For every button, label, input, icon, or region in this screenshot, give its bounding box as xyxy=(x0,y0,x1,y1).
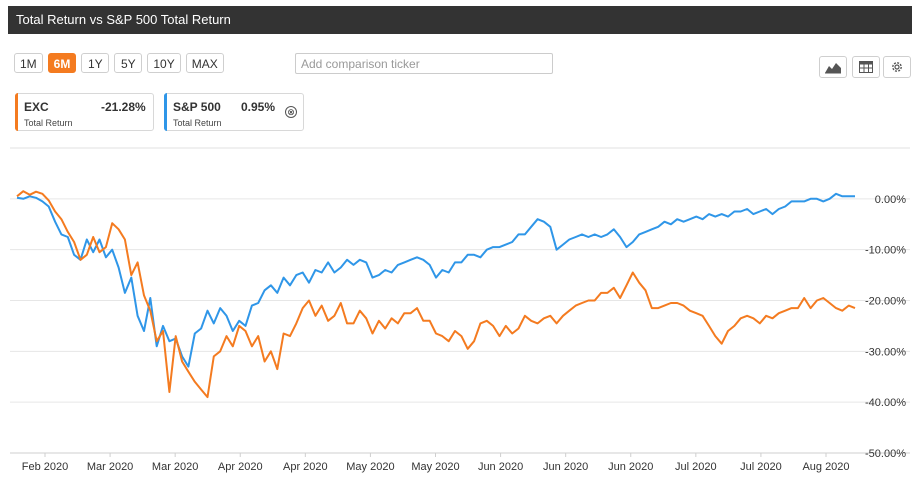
y-tick-label: -40.00% xyxy=(865,397,906,409)
chart-type-button[interactable] xyxy=(819,56,847,78)
series-line-sp500 xyxy=(16,192,855,368)
chart-title: Total Return vs S&P 500 Total Return xyxy=(16,12,231,27)
x-tick-label: Mar 2020 xyxy=(87,461,133,473)
legend-series-value: -21.28% xyxy=(101,100,146,114)
x-axis-ticks: Feb 2020 Mar 2020 Mar 2020 Apr 2020 Apr 2020… xyxy=(22,453,850,473)
legend-exc: EXC -21.28% Total Return xyxy=(15,93,154,131)
legend-color-bar xyxy=(15,93,18,131)
time-range-selector: 1M 6M 1Y 5Y 10Y MAX xyxy=(14,53,224,73)
y-tick-label: 0.00% xyxy=(875,194,906,206)
x-tick-label: Feb 2020 xyxy=(22,461,68,473)
x-tick-label: Aug 2020 xyxy=(802,461,849,473)
legend-series-subtitle: Total Return xyxy=(173,118,222,128)
legend-sp500: S&P 500 0.95% Total Return ⊗ xyxy=(164,93,304,131)
y-tick-label: -20.00% xyxy=(865,296,906,308)
y-tick-label: -30.00% xyxy=(865,346,906,358)
legend-series-name: EXC xyxy=(24,100,49,114)
range-6m-button[interactable]: 6M xyxy=(47,53,77,73)
range-10y-button[interactable]: 10Y xyxy=(147,53,181,73)
x-tick-label: Jul 2020 xyxy=(740,461,782,473)
remove-comparison-icon[interactable]: ⊗ xyxy=(285,106,297,118)
x-tick-label: Jul 2020 xyxy=(675,461,717,473)
y-tick-label: -50.00% xyxy=(865,448,906,460)
x-tick-label: Jun 2020 xyxy=(543,461,588,473)
x-tick-label: Jun 2020 xyxy=(478,461,523,473)
legend-color-bar xyxy=(164,93,167,131)
series-line-exc xyxy=(16,190,856,399)
x-tick-label: May 2020 xyxy=(411,461,459,473)
legend-series-name: S&P 500 xyxy=(173,100,221,114)
gear-icon xyxy=(892,62,902,72)
x-tick-label: Mar 2020 xyxy=(152,461,198,473)
chart-title-bar: Total Return vs S&P 500 Total Return xyxy=(8,6,912,34)
table-view-button[interactable] xyxy=(852,56,880,78)
area-chart-icon xyxy=(825,63,841,74)
table-icon xyxy=(859,61,873,73)
comparison-ticker-input[interactable] xyxy=(295,53,553,74)
settings-button[interactable] xyxy=(883,56,911,78)
y-tick-label: -10.00% xyxy=(865,245,906,257)
y-axis-ticks: 0.00% -10.00% -20.00% -30.00% -40.00% -50.00% xyxy=(865,194,906,460)
x-tick-label: Jun 2020 xyxy=(608,461,653,473)
range-max-button[interactable]: MAX xyxy=(185,53,224,73)
x-tick-label: May 2020 xyxy=(346,461,394,473)
chart-gridlines xyxy=(10,147,910,454)
chart-series xyxy=(16,190,856,399)
legend-series-value: 0.95% xyxy=(241,100,276,114)
range-5y-button[interactable]: 5Y xyxy=(114,53,143,73)
legend-series-subtitle: Total Return xyxy=(24,118,73,128)
range-1y-button[interactable]: 1Y xyxy=(81,53,110,73)
range-1m-button[interactable]: 1M xyxy=(14,53,43,73)
x-tick-label: Apr 2020 xyxy=(283,461,328,473)
x-tick-label: Apr 2020 xyxy=(218,461,263,473)
